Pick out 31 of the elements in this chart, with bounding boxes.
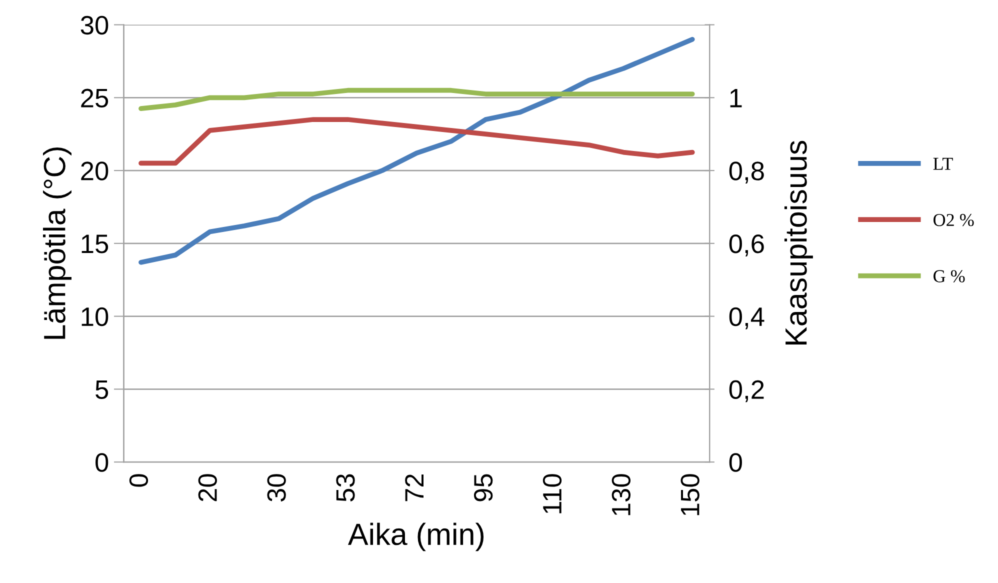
x-axis-title: Aika (min)	[348, 522, 484, 552]
y-tick-label: 15	[82, 234, 108, 254]
y2-tick-label: 0,6	[729, 234, 764, 256]
x-tick-label: 110	[542, 474, 562, 514]
y-tick-label: 25	[81, 88, 108, 108]
y-tick-label: 5	[96, 380, 108, 399]
y2-tick-label: 0,8	[729, 162, 764, 184]
y2-tick-label: 1	[730, 89, 742, 108]
y2-tick-label: 0	[729, 453, 742, 472]
y2-tick-label: 0,2	[729, 380, 764, 402]
line-series	[138, 88, 695, 112]
legend-label: O2 %	[934, 214, 974, 226]
x-tick-label: 20	[198, 474, 217, 502]
y-axis-title: Lämpötila (°C)	[43, 147, 72, 339]
y-tick-label: 30	[80, 16, 108, 35]
y2-tick-label: 0,4	[729, 307, 764, 330]
legend-label: LT	[933, 158, 953, 170]
x-tick-label: 53	[336, 474, 355, 502]
x-tick-label: 95	[474, 474, 493, 502]
y-tick-label: 0	[96, 453, 108, 472]
y2-axis-title: Kaasupitoisuus	[784, 140, 813, 345]
line-series	[138, 36, 695, 265]
x-tick-label: 0	[129, 474, 148, 487]
y-tick-label: 10	[82, 307, 108, 326]
legend-label: G %	[934, 270, 965, 282]
y-tick-label: 20	[81, 162, 108, 180]
x-tick-label: 150	[680, 474, 700, 516]
line-series	[138, 117, 695, 166]
x-tick-label: 130	[612, 474, 631, 516]
x-tick-label: 72	[405, 474, 424, 502]
x-tick-label: 30	[267, 474, 286, 502]
